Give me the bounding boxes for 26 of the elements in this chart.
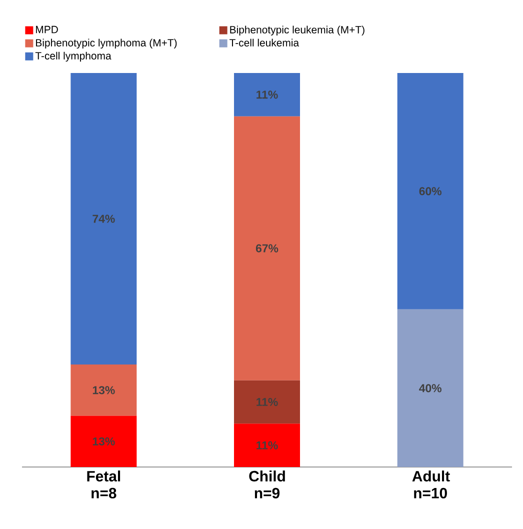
data-label: 11%	[256, 441, 278, 450]
data-label: 40%	[419, 384, 442, 392]
data-label: 11%	[256, 398, 278, 406]
data-label: 13%	[92, 386, 115, 394]
data-label: 11%	[256, 90, 278, 99]
x-tick-label: Fetal n=8	[87, 470, 120, 498]
data-label: 74%	[92, 214, 115, 223]
bar	[234, 72, 300, 116]
data-label: 60%	[419, 187, 442, 196]
bar	[70, 364, 137, 416]
x-tick-label: Child n=9	[249, 470, 285, 498]
legend-label: T-cell leukemia	[230, 38, 300, 46]
data-label: 67%	[256, 244, 278, 252]
data-label: 13%	[92, 437, 115, 446]
legend-label: MPD	[36, 26, 58, 34]
x-tick-label: Adult n=10	[412, 470, 450, 498]
legend-label: Biphenotypic leukemia (M+T)	[230, 26, 364, 36]
legend-label: T-cell lymphoma	[35, 52, 112, 62]
bar	[234, 380, 300, 424]
legend-label: Biphenotypic lymphoma (M+T)	[36, 38, 177, 49]
bar	[234, 424, 300, 467]
bar	[234, 116, 300, 380]
bar	[397, 72, 464, 310]
bar	[70, 72, 137, 365]
bar	[397, 309, 464, 467]
bar	[70, 416, 137, 467]
